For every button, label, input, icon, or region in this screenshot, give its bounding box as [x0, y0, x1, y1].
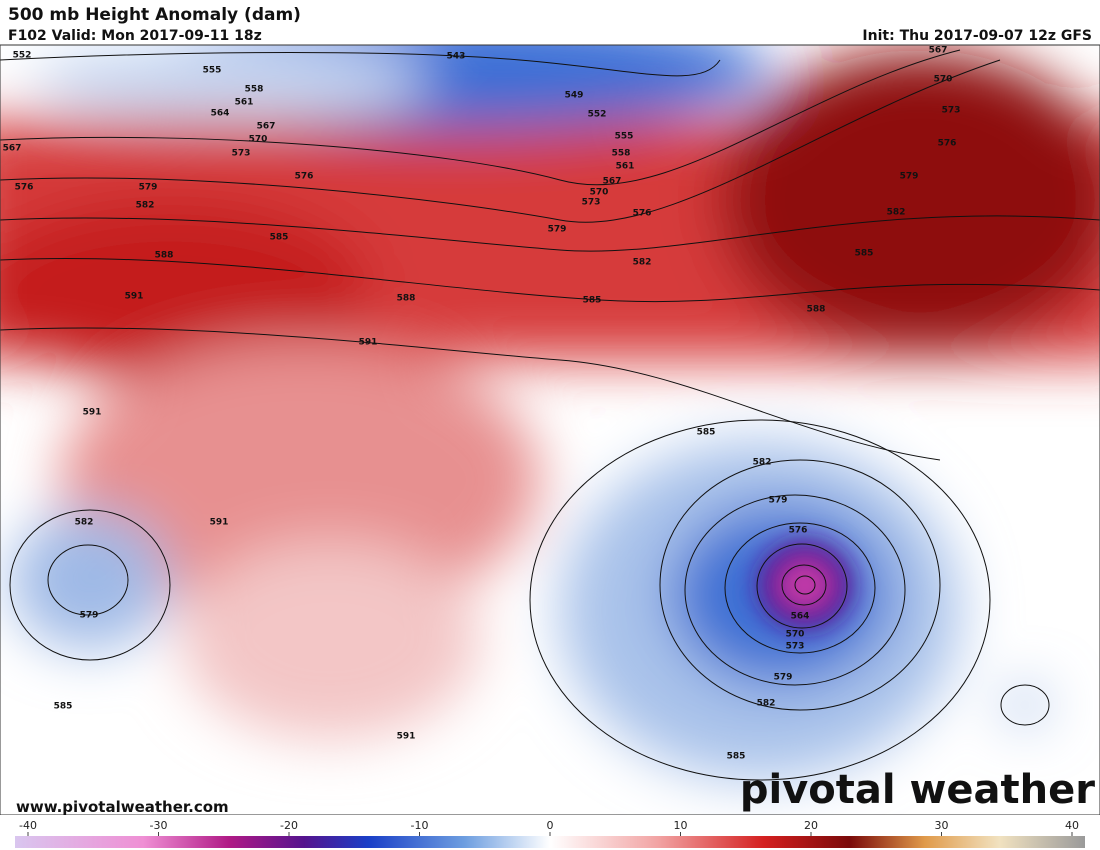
logo: pivotal weather	[740, 767, 1095, 813]
contour-label: 588	[807, 305, 826, 315]
contour-label: 564	[211, 109, 230, 119]
contour-label: 567	[257, 122, 276, 132]
contour-label: 570	[786, 630, 805, 640]
contour-label: 576	[633, 209, 652, 219]
contour-label: 573	[582, 198, 601, 208]
contour-label: 567	[603, 177, 622, 187]
contour-label: 579	[769, 496, 788, 506]
contour-label: 582	[753, 458, 772, 468]
init-label: Init:	[862, 28, 894, 44]
contour-label: 573	[942, 106, 961, 116]
contour-label: 564	[791, 612, 810, 622]
contour-label: 570	[934, 75, 953, 85]
contour-label: 585	[270, 233, 289, 243]
website: www.pivotalweather.com	[16, 798, 229, 816]
contour-label: 579	[548, 225, 567, 235]
contour-label: 582	[757, 699, 776, 709]
contour-label: 591	[397, 732, 416, 742]
colorbar-tick-label: -10	[411, 819, 429, 832]
contour-label: 579	[80, 611, 99, 621]
init-time: Init: Thu 2017-09-07 12z GFS	[862, 28, 1092, 44]
colorbar-tick-label: 40	[1065, 819, 1079, 832]
contour-label: 561	[235, 98, 254, 108]
contour-label: 543	[447, 52, 466, 62]
contour-label: 585	[855, 249, 874, 259]
contour-label: 567	[3, 144, 22, 154]
contour-label: 576	[295, 172, 314, 182]
valid-time: F102 Valid: Mon 2017-09-11 18z	[8, 28, 262, 44]
colorbar-tick-label: 20	[804, 819, 818, 832]
contour-label: 582	[75, 518, 94, 528]
contour-label: 552	[13, 51, 32, 61]
colorbar-tick-label: -40	[19, 819, 37, 832]
contours	[0, 49, 1100, 781]
contour-label: 582	[887, 208, 906, 218]
contour-label: 552	[588, 110, 607, 120]
title: 500 mb Height Anomaly (dam)	[8, 5, 301, 25]
contour-label: 561	[616, 162, 635, 172]
contour-label: 588	[155, 251, 174, 261]
contour-label: 573	[232, 149, 251, 159]
colorbar-tick-label: 10	[674, 819, 688, 832]
contour-label: 579	[900, 172, 919, 182]
contour-label: 567	[929, 46, 948, 56]
contour-label: 588	[397, 294, 416, 304]
colorbar	[15, 836, 1085, 848]
contour-label: 591	[83, 408, 102, 418]
contour-label: 555	[615, 132, 634, 142]
contour-label: 585	[727, 752, 746, 762]
contour-label: 558	[245, 85, 264, 95]
contour-label: 585	[54, 702, 73, 712]
init-value: Thu 2017-09-07 12z GFS	[900, 28, 1092, 44]
contour-label: 591	[210, 518, 229, 528]
contour-label: 570	[249, 135, 268, 145]
contour-label: 585	[697, 428, 716, 438]
contour-label: 555	[203, 66, 222, 76]
contour-label: 579	[774, 673, 793, 683]
contour-label: 585	[583, 296, 602, 306]
contour-label: 576	[938, 139, 957, 149]
colorbar-tick-label: 30	[935, 819, 949, 832]
colorbar-tick-label: 0	[547, 819, 554, 832]
contour-label: 558	[612, 149, 631, 159]
colorbar-tick-label: -30	[150, 819, 168, 832]
contour-label: 576	[15, 183, 34, 193]
contour-label: 549	[565, 91, 584, 101]
contour-label: 582	[633, 258, 652, 268]
anomaly-field	[0, 45, 1100, 781]
contour-label: 591	[359, 338, 378, 348]
contour-label: 582	[136, 201, 155, 211]
contour-label: 573	[786, 642, 805, 652]
contour-label: 570	[590, 188, 609, 198]
contour-label: 576	[789, 526, 808, 536]
contour-label: 591	[125, 292, 144, 302]
contour-label: 579	[139, 183, 158, 193]
colorbar-tick-label: -20	[280, 819, 298, 832]
